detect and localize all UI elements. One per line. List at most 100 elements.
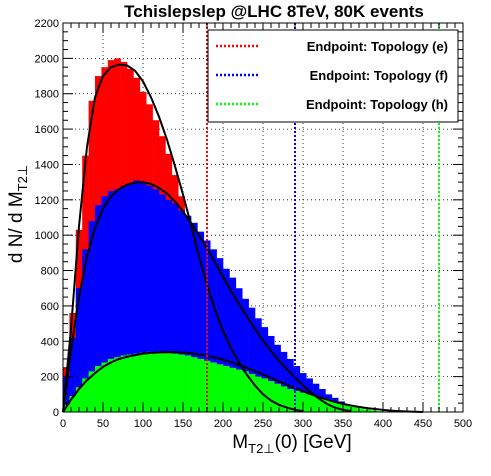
- histogram-bar-series-2: [107, 190, 115, 412]
- histogram-bar-series-2: [139, 182, 147, 412]
- histogram-bar-series-3: [370, 410, 377, 412]
- x-tick-label: 0: [60, 418, 66, 430]
- histogram-bar-series-2: [197, 231, 205, 412]
- y-tick-label: 1800: [35, 89, 59, 101]
- y-tick-label: 800: [41, 266, 59, 278]
- histogram-bar-series-3: [197, 358, 205, 412]
- histogram-bar-series-2: [178, 210, 185, 412]
- y-tick-label: 1000: [35, 230, 59, 242]
- histogram-bar-series-3: [306, 394, 313, 412]
- y-tick-label: 600: [41, 301, 59, 313]
- y-axis-label: d N/ d MT2⊥: [6, 165, 30, 263]
- histogram-bar-series-2: [210, 249, 217, 412]
- x-tick-label: 50: [97, 418, 109, 430]
- histogram-bar-series-3: [293, 390, 301, 412]
- y-tick-label: 1600: [35, 124, 59, 136]
- histogram-bar-series-2: [152, 189, 160, 412]
- x-tick-label: 100: [134, 418, 152, 430]
- histogram-bar-series-2: [203, 240, 211, 412]
- histogram-bar-series-2: [242, 298, 249, 412]
- histogram-bar-series-3: [242, 371, 249, 412]
- y-tick-label: 400: [41, 336, 59, 348]
- histogram-bar-series-3: [114, 357, 121, 412]
- histogram-bar-series-2: [184, 215, 192, 412]
- x-tick-label: 450: [414, 418, 432, 430]
- y-tick-label: 1400: [35, 159, 59, 171]
- histogram-bar-series-3: [184, 355, 192, 412]
- legend: Endpoint: Topology (e) Endpoint: Topology…: [207, 29, 459, 123]
- y-tick-label: 0: [53, 407, 59, 419]
- histogram-bar-series-2: [82, 249, 89, 412]
- histogram-bar-series-3: [101, 362, 109, 412]
- x-tick-label: 400: [374, 418, 392, 430]
- x-tick-label: 250: [254, 418, 272, 430]
- histogram-bar-series-2: [159, 194, 166, 412]
- histogram-bar-series-2: [69, 337, 77, 412]
- histogram-bar-series-3: [280, 386, 288, 412]
- histogram-bar-series-3: [351, 406, 358, 412]
- histogram-bar-series-2: [146, 185, 153, 412]
- histogram-bar-series-3: [287, 389, 294, 412]
- x-tick-label: 350: [334, 418, 352, 430]
- legend-entry-label: Endpoint: Topology (e): [307, 39, 448, 54]
- fit-curve-series-3: [62, 351, 424, 413]
- histogram-bar-series-2: [191, 222, 198, 412]
- histogram-bar-series-3: [171, 353, 179, 412]
- histogram-bar-series-2: [101, 196, 109, 412]
- histogram-bar-series-3: [95, 366, 102, 412]
- x-tick-label: 150: [174, 418, 192, 430]
- histogram-bar-series-3: [178, 354, 185, 412]
- axes: 0 50 100 150 200 250 300 350 400 450 500 0 200 400 600…: [35, 18, 473, 430]
- histogram-bar-series-2: [133, 180, 141, 412]
- histogram-bar-series-3: [223, 366, 230, 412]
- x-tick-label: 500: [454, 418, 472, 430]
- histogram-bar-series-2: [248, 307, 256, 412]
- histogram-bar-series-2: [127, 183, 134, 412]
- y-tick-label: 200: [41, 372, 59, 384]
- histogram-bar-series-2: [274, 344, 281, 412]
- histogram-bar-series-3: [152, 351, 160, 412]
- histogram-bar-series-3: [120, 355, 128, 412]
- histogram-bar-series-2: [171, 203, 179, 412]
- histogram-bar-series-3: [357, 408, 365, 412]
- histogram-bar-series-3: [146, 351, 153, 412]
- histogram-bar-series-2: [114, 189, 121, 412]
- histogram-bar-series-3: [107, 358, 115, 412]
- histogram-bar-series-3: [255, 376, 262, 412]
- histogram-bar-series-3: [274, 383, 281, 412]
- fit-curve-series-1: [62, 63, 304, 413]
- histogram-bar-series-2: [75, 288, 83, 412]
- histogram-bar-series-3: [165, 352, 173, 412]
- histogram-bar-series-3: [133, 353, 141, 412]
- chart-title: Tchislepslep @LHC 8TeV, 80K events: [124, 2, 424, 21]
- histogram-bar-series-2: [120, 185, 128, 412]
- histogram-bar-series-2: [267, 335, 275, 412]
- histogram-bar-series-3: [210, 362, 217, 412]
- y-tick-label: 2200: [35, 18, 59, 30]
- histogram-bar-series-2: [88, 221, 96, 412]
- histogram-bar-series-3: [159, 351, 166, 412]
- y-tick-label: 1200: [35, 195, 59, 207]
- histogram-bar-series-2: [235, 288, 243, 412]
- histogram-bar-series-2: [229, 277, 237, 412]
- histogram-bar-series-3: [229, 367, 237, 412]
- histogram-bar-series-3: [191, 357, 198, 412]
- histogram-bar-series-2: [216, 258, 224, 412]
- histogram-bar-series-3: [216, 364, 224, 412]
- histogram-bar-series-2: [165, 199, 173, 412]
- histogram-bar-series-2: [95, 205, 102, 412]
- histogram-bar-series-3: [75, 387, 83, 412]
- histogram-bar-series-3: [82, 378, 89, 412]
- x-axis-label: MT2⊥(0) [GeV]: [232, 432, 351, 456]
- histogram-bar-series-3: [338, 403, 345, 412]
- y-tick-label: 2000: [35, 53, 59, 65]
- histogram-bar-series-3: [139, 352, 147, 412]
- histogram-bar-series-3: [267, 381, 275, 412]
- histogram-bar-series-2: [261, 327, 269, 412]
- histogram-bar-series-3: [88, 371, 96, 412]
- x-tick-label: 200: [214, 418, 232, 430]
- histogram-bar-series-3: [312, 396, 320, 412]
- histogram-bar-series-2: [280, 351, 288, 412]
- histogram-bar-series-3: [319, 397, 326, 412]
